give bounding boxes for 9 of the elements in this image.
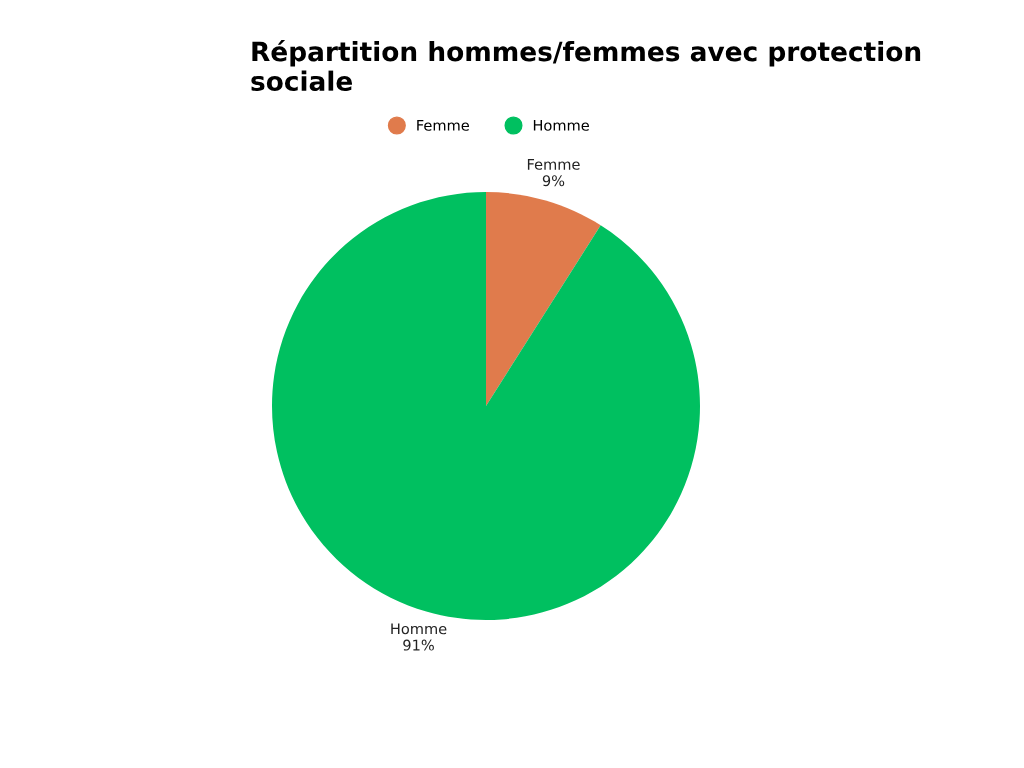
data-label: 91% (403, 639, 434, 651)
pie-slice (272, 192, 700, 620)
legend-label: Homme (533, 119, 589, 131)
slice-label: Homme (391, 623, 447, 635)
legend-label: Femme (417, 119, 469, 131)
data-label: 9% (542, 175, 565, 187)
pie-slice (486, 192, 601, 406)
chart-title: Répartition hommes/femmes avec protection sociale (251, 40, 921, 92)
slice-label: Femme (527, 159, 580, 170)
